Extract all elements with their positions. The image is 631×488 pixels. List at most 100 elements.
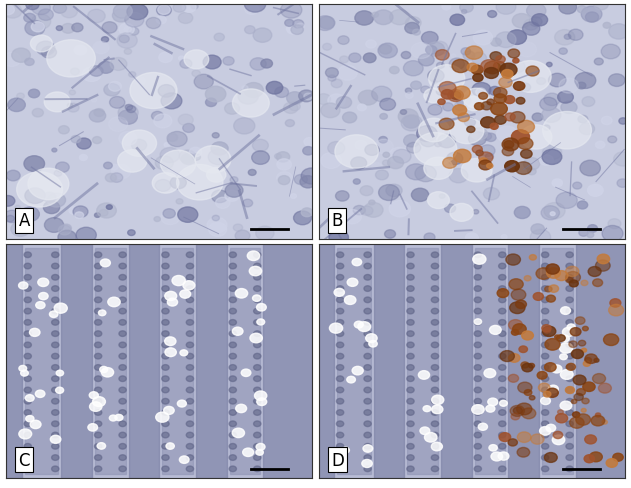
Circle shape	[322, 44, 331, 51]
Circle shape	[585, 354, 598, 364]
Circle shape	[254, 275, 261, 281]
Circle shape	[545, 452, 557, 463]
Circle shape	[108, 298, 121, 307]
Circle shape	[24, 264, 32, 269]
Circle shape	[565, 267, 579, 277]
Circle shape	[257, 319, 264, 325]
Circle shape	[254, 365, 261, 370]
Circle shape	[110, 59, 127, 71]
Polygon shape	[441, 244, 472, 478]
Circle shape	[36, 302, 45, 309]
Circle shape	[245, 5, 259, 16]
Circle shape	[435, 142, 441, 147]
Circle shape	[485, 148, 490, 152]
Circle shape	[336, 320, 344, 325]
Circle shape	[52, 399, 59, 404]
Circle shape	[541, 421, 549, 427]
Circle shape	[404, 23, 419, 35]
Circle shape	[230, 177, 238, 183]
Circle shape	[304, 138, 315, 147]
Circle shape	[451, 55, 456, 59]
Circle shape	[491, 452, 503, 461]
Circle shape	[593, 279, 603, 287]
Circle shape	[584, 358, 592, 363]
Circle shape	[524, 276, 531, 281]
Circle shape	[170, 177, 186, 189]
Circle shape	[119, 343, 126, 348]
Circle shape	[406, 143, 421, 154]
Circle shape	[566, 421, 574, 427]
Circle shape	[560, 307, 570, 315]
Circle shape	[601, 45, 620, 60]
Circle shape	[566, 444, 574, 449]
Circle shape	[498, 399, 506, 404]
Circle shape	[95, 376, 102, 382]
Circle shape	[186, 275, 194, 281]
Circle shape	[52, 376, 59, 382]
Circle shape	[77, 139, 91, 150]
Circle shape	[76, 228, 97, 244]
Circle shape	[24, 466, 32, 472]
Circle shape	[442, 4, 451, 11]
Circle shape	[47, 194, 66, 208]
Circle shape	[577, 83, 586, 90]
Circle shape	[463, 89, 489, 109]
Circle shape	[427, 192, 449, 209]
Circle shape	[431, 308, 439, 314]
Circle shape	[95, 252, 102, 258]
Circle shape	[586, 13, 599, 23]
Circle shape	[89, 110, 106, 123]
Circle shape	[471, 128, 488, 141]
Circle shape	[54, 304, 68, 314]
Circle shape	[432, 81, 437, 84]
Circle shape	[24, 455, 32, 461]
Circle shape	[566, 410, 574, 415]
Circle shape	[594, 359, 599, 363]
Polygon shape	[196, 244, 227, 478]
Text: D: D	[331, 451, 344, 469]
Circle shape	[541, 343, 549, 348]
Circle shape	[254, 320, 261, 325]
Polygon shape	[408, 249, 438, 473]
Circle shape	[514, 207, 530, 219]
Circle shape	[52, 444, 59, 449]
Circle shape	[165, 337, 176, 346]
Circle shape	[424, 158, 453, 180]
Circle shape	[601, 117, 612, 125]
Circle shape	[3, 53, 21, 67]
Circle shape	[349, 54, 361, 63]
Circle shape	[265, 89, 276, 97]
Circle shape	[549, 285, 558, 293]
Circle shape	[43, 193, 56, 203]
Circle shape	[524, 390, 532, 396]
Circle shape	[95, 387, 102, 393]
Circle shape	[557, 335, 565, 342]
Circle shape	[74, 46, 86, 56]
Circle shape	[589, 452, 603, 462]
Circle shape	[558, 92, 574, 104]
Circle shape	[498, 452, 509, 460]
Circle shape	[229, 410, 237, 415]
Circle shape	[21, 207, 39, 222]
Circle shape	[473, 75, 483, 82]
Circle shape	[109, 82, 121, 92]
Circle shape	[613, 153, 631, 167]
Circle shape	[336, 387, 344, 393]
Circle shape	[229, 354, 237, 359]
Circle shape	[438, 100, 445, 105]
Circle shape	[102, 22, 117, 34]
Circle shape	[229, 444, 237, 449]
Circle shape	[517, 139, 533, 150]
Circle shape	[232, 90, 269, 118]
Circle shape	[254, 399, 261, 404]
Circle shape	[566, 354, 574, 359]
Circle shape	[543, 112, 591, 150]
Text: A: A	[18, 212, 30, 230]
Circle shape	[186, 297, 194, 303]
Circle shape	[560, 343, 573, 353]
Circle shape	[283, 103, 298, 114]
Circle shape	[110, 174, 123, 183]
Circle shape	[52, 410, 59, 415]
Circle shape	[229, 286, 237, 292]
Circle shape	[177, 400, 186, 407]
